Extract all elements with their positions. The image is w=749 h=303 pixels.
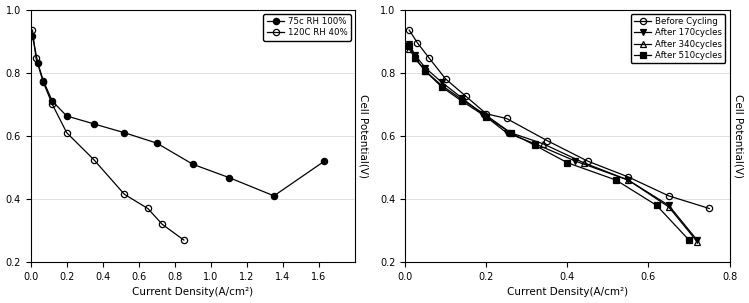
After 340cycles — [664, 205, 673, 209]
120C RH 40% — [89, 158, 98, 161]
120C RH 40% — [179, 238, 188, 242]
Before Cycling — [542, 139, 551, 142]
120C RH 40% — [39, 80, 48, 84]
Legend: Before Cycling, After 170cycles, After 340cycles, After 510cycles: Before Cycling, After 170cycles, After 3… — [631, 14, 725, 63]
After 510cycles — [437, 85, 446, 89]
Y-axis label: Cell Potential(V): Cell Potential(V) — [359, 94, 369, 178]
75c RH 100% — [270, 194, 279, 198]
120C RH 40% — [143, 207, 152, 210]
Before Cycling — [583, 159, 592, 163]
Before Cycling — [502, 117, 511, 120]
After 510cycles — [611, 178, 620, 182]
After 340cycles — [421, 69, 430, 73]
Y-axis label: Cell Potential(V): Cell Potential(V) — [733, 94, 744, 178]
After 170cycles — [624, 178, 633, 182]
After 340cycles — [437, 84, 446, 87]
After 340cycles — [624, 178, 633, 182]
After 340cycles — [404, 47, 413, 51]
After 510cycles — [482, 115, 491, 119]
Before Cycling — [664, 194, 673, 198]
After 170cycles — [437, 80, 446, 84]
Before Cycling — [705, 207, 714, 210]
Before Cycling — [425, 57, 434, 60]
Before Cycling — [404, 28, 413, 32]
After 510cycles — [530, 144, 539, 147]
After 510cycles — [652, 204, 661, 207]
Before Cycling — [482, 112, 491, 115]
After 510cycles — [410, 57, 419, 60]
Before Cycling — [461, 95, 470, 98]
75c RH 100% — [89, 122, 98, 126]
Line: 120C RH 40%: 120C RH 40% — [29, 27, 187, 243]
Before Cycling — [413, 41, 422, 45]
After 170cycles — [410, 54, 419, 57]
Line: Before Cycling: Before Cycling — [406, 27, 712, 211]
After 510cycles — [562, 161, 571, 165]
After 510cycles — [404, 44, 413, 48]
After 170cycles — [693, 238, 702, 242]
After 510cycles — [458, 99, 467, 103]
After 170cycles — [404, 42, 413, 46]
120C RH 40% — [31, 57, 40, 60]
X-axis label: Current Density(A/cm²): Current Density(A/cm²) — [133, 288, 253, 298]
After 340cycles — [693, 240, 702, 243]
Line: After 170cycles: After 170cycles — [406, 41, 700, 243]
75c RH 100% — [48, 99, 57, 103]
75c RH 100% — [34, 62, 43, 65]
120C RH 40% — [28, 28, 37, 32]
After 510cycles — [421, 69, 430, 73]
Legend: 75c RH 100%, 120C RH 40%: 75c RH 100%, 120C RH 40% — [264, 14, 351, 41]
After 170cycles — [458, 96, 467, 100]
75c RH 100% — [152, 141, 161, 145]
After 510cycles — [685, 238, 694, 242]
After 170cycles — [571, 159, 580, 163]
75c RH 100% — [120, 131, 129, 135]
120C RH 40% — [48, 102, 57, 106]
Before Cycling — [441, 77, 450, 81]
Line: 75c RH 100%: 75c RH 100% — [29, 33, 327, 199]
120C RH 40% — [120, 192, 129, 196]
After 340cycles — [410, 57, 419, 60]
After 170cycles — [664, 204, 673, 207]
After 170cycles — [478, 112, 487, 115]
Line: After 510cycles: After 510cycles — [406, 43, 692, 243]
75c RH 100% — [188, 162, 197, 166]
After 170cycles — [502, 131, 511, 135]
After 340cycles — [579, 161, 588, 165]
75c RH 100% — [62, 114, 71, 118]
120C RH 40% — [158, 222, 167, 226]
After 170cycles — [530, 142, 539, 145]
75c RH 100% — [320, 159, 329, 163]
After 340cycles — [458, 98, 467, 102]
X-axis label: Current Density(A/cm²): Current Density(A/cm²) — [507, 288, 628, 298]
After 340cycles — [539, 142, 548, 145]
120C RH 40% — [62, 131, 71, 135]
75c RH 100% — [28, 34, 37, 38]
75c RH 100% — [225, 176, 234, 179]
Before Cycling — [624, 175, 633, 179]
Line: After 340cycles: After 340cycles — [406, 46, 700, 245]
After 510cycles — [506, 131, 515, 135]
75c RH 100% — [39, 79, 48, 82]
After 340cycles — [506, 131, 515, 135]
After 170cycles — [421, 66, 430, 70]
After 340cycles — [482, 114, 491, 117]
